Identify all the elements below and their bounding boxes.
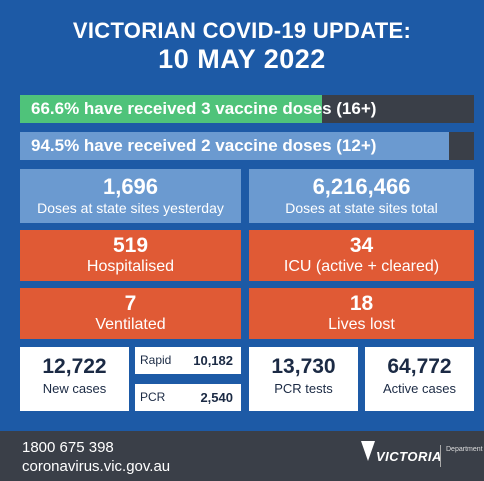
rapid-tests-card: Rapid 10,182	[135, 347, 241, 374]
doses-total-label: Doses at state sites total	[285, 200, 438, 216]
vaccine-3-dose-bar: 66.6% have received 3 vaccine doses (16+…	[20, 95, 474, 123]
ventilated-value: 7	[124, 292, 137, 315]
logo-divider	[440, 445, 441, 467]
pcr-results-card: PCR 2,540	[135, 384, 241, 411]
lives-lost-card: 18 Lives lost	[249, 288, 474, 339]
ventilated-card: 7 Ventilated	[20, 288, 241, 339]
doses-total-card: 6,216,466 Doses at state sites total	[249, 169, 474, 223]
vaccine-2-dose-fill	[20, 132, 450, 160]
victoria-state-logo-icon	[360, 439, 376, 463]
hospitalised-value: 519	[112, 234, 149, 257]
website-link[interactable]: coronavirus.vic.gov.au	[22, 458, 171, 475]
vaccine-3-dose-fill	[20, 95, 323, 123]
vaccine-3-dose-label: 66.6% have received 3 vaccine doses (16+…	[31, 99, 377, 118]
new-cases-label: New cases	[42, 381, 107, 396]
vaccine-2-dose-bar: 94.5% have received 2 vaccine doses (12+…	[20, 132, 474, 160]
vaccine-2-dose-label: 94.5% have received 2 vaccine doses (12+…	[31, 136, 377, 155]
icu-label: ICU (active + cleared)	[283, 258, 440, 275]
footer: 1800 675 398 coronavirus.vic.gov.au VICT…	[0, 431, 484, 481]
logo-department: Department	[446, 446, 483, 453]
icu-value: 34	[349, 234, 374, 257]
doses-total-value: 6,216,466	[312, 174, 411, 199]
lives-lost-value: 18	[349, 292, 374, 315]
new-cases-value: 12,722	[42, 355, 107, 378]
pcr-tests-label: PCR tests	[274, 381, 333, 396]
pcr-tests-value: 13,730	[271, 355, 336, 378]
hospitalised-card: 519 Hospitalised	[20, 230, 241, 281]
pcr-label: PCR	[140, 390, 166, 404]
active-cases-card: 64,772 Active cases	[365, 347, 474, 411]
hotline-phone: 1800 675 398	[22, 439, 114, 456]
update-date: 10 MAY 2022	[158, 44, 326, 74]
rapid-label: Rapid	[140, 353, 172, 367]
doses-yesterday-card: 1,696 Doses at state sites yesterday	[20, 169, 241, 223]
doses-yesterday-label: Doses at state sites yesterday	[37, 200, 224, 216]
pcr-tests-card: 13,730 PCR tests	[249, 347, 358, 411]
logo-text: VICTORIA	[376, 449, 442, 464]
ventilated-label: Ventilated	[95, 316, 166, 333]
doses-yesterday-value: 1,696	[102, 174, 159, 199]
pcr-value: 2,540	[200, 390, 233, 405]
hospitalised-label: Hospitalised	[86, 258, 175, 275]
update-title: VICTORIAN COVID-19 UPDATE:	[72, 18, 412, 43]
active-cases-label: Active cases	[383, 381, 456, 396]
active-cases-value: 64,772	[387, 355, 452, 378]
icu-card: 34 ICU (active + cleared)	[249, 230, 474, 281]
lives-lost-label: Lives lost	[328, 316, 395, 333]
new-cases-card: 12,722 New cases	[20, 347, 129, 411]
rapid-value: 10,182	[193, 353, 233, 368]
